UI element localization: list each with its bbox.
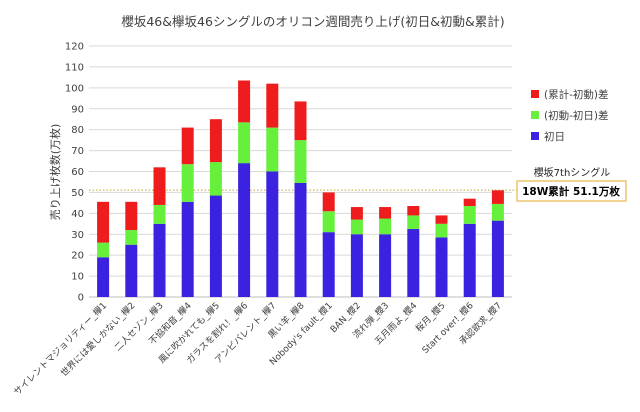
legend-swatch xyxy=(531,132,539,140)
y-tick-label: 20 xyxy=(71,251,84,262)
bar-segment-series-0 xyxy=(491,220,504,297)
bar-segment-series-2 xyxy=(379,207,392,219)
x-tick-label: 二人セゾン_欅3 xyxy=(112,300,165,353)
y-tick-label: 110 xyxy=(65,62,84,73)
bar-segment-series-0 xyxy=(125,244,138,297)
bar-segment-series-2 xyxy=(266,83,279,128)
y-tick-label: 60 xyxy=(71,167,84,178)
bar-segment-series-1 xyxy=(407,215,420,230)
y-tick-label: 100 xyxy=(65,83,84,94)
bar-segment-series-2 xyxy=(407,206,420,216)
y-tick-label: 120 xyxy=(65,42,84,53)
bar-segment-series-0 xyxy=(350,234,363,297)
bar-segment-series-2 xyxy=(435,215,448,224)
legend-swatch xyxy=(531,111,539,119)
x-ticks: サイレントマジョリティー_欅1世界には愛しかない_欅2二人セゾン_欅3不協和音_… xyxy=(12,299,504,397)
bar-segment-series-0 xyxy=(181,201,194,297)
bar-segment-series-1 xyxy=(379,218,392,235)
bar-segment-series-2 xyxy=(97,201,110,243)
bar-segment-series-1 xyxy=(491,203,504,221)
legend-label: 初日 xyxy=(544,130,565,143)
chart-title: 櫻坂46&欅坂46シングルのオリコン週間売り上げ(初日&初動&累計) xyxy=(121,14,504,29)
bar-segment-series-0 xyxy=(209,195,222,297)
bar-segment-series-0 xyxy=(238,163,251,297)
y-tick-label: 0 xyxy=(78,293,84,304)
y-tick-label: 90 xyxy=(71,104,84,115)
bar-segment-series-1 xyxy=(463,206,476,224)
bar-segment-series-2 xyxy=(238,80,251,123)
bar-segment-series-2 xyxy=(209,119,222,163)
legend-label: (累計-初動)差 xyxy=(544,88,608,101)
bar-segment-series-1 xyxy=(322,211,335,233)
y-tick-label: 80 xyxy=(71,125,84,136)
annotation-value: 18W累計 51.1万枚 xyxy=(522,185,620,198)
bar-segment-series-1 xyxy=(266,127,279,172)
bars xyxy=(97,80,504,297)
y-tick-label: 70 xyxy=(71,146,84,157)
y-axis-label: 売り上げ枚数(万枚) xyxy=(48,124,62,221)
bar-segment-series-0 xyxy=(407,229,420,297)
bar-segment-series-1 xyxy=(209,162,222,196)
bar-segment-series-1 xyxy=(125,230,138,245)
bar-segment-series-1 xyxy=(350,219,363,235)
annotation: 櫻坂7thシングル 18W累計 51.1万枚 xyxy=(516,166,627,202)
y-tick-label: 40 xyxy=(71,209,84,220)
y-tick-label: 30 xyxy=(71,230,84,241)
bar-segment-series-0 xyxy=(294,183,307,297)
bar-segment-series-2 xyxy=(181,127,194,165)
legend-swatch xyxy=(531,90,539,98)
bar-segment-series-1 xyxy=(97,242,110,258)
annotation-label: 櫻坂7thシングル xyxy=(534,166,611,179)
bar-segment-series-1 xyxy=(294,140,307,184)
bar-segment-series-0 xyxy=(322,232,335,297)
legend-label: (初動-初日)差 xyxy=(544,109,608,122)
y-tick-label: 10 xyxy=(71,272,84,283)
bar-segment-series-2 xyxy=(125,201,138,231)
bar-segment-series-2 xyxy=(322,192,335,212)
bar-segment-series-0 xyxy=(266,171,279,297)
bar-segment-series-0 xyxy=(435,237,448,297)
bar-segment-series-0 xyxy=(463,223,476,297)
bar-segment-series-1 xyxy=(238,122,251,164)
bar-segment-series-2 xyxy=(491,190,504,204)
legend: (累計-初動)差 (初動-初日)差初日 xyxy=(531,88,608,143)
bar-segment-series-2 xyxy=(153,167,166,205)
y-ticks: 0 10 20 30 40 50 60 70 80 90 100 110 120 xyxy=(65,42,84,304)
bar-segment-series-0 xyxy=(97,257,110,297)
bar-segment-series-2 xyxy=(294,101,307,141)
y-tick-label: 50 xyxy=(71,188,84,199)
bar-segment-series-0 xyxy=(153,223,166,297)
bar-segment-series-2 xyxy=(463,198,476,207)
bar-segment-series-1 xyxy=(435,223,448,238)
annotation-box xyxy=(516,180,627,202)
bar-segment-series-1 xyxy=(153,204,166,224)
bar-segment-series-2 xyxy=(350,207,363,220)
bar-segment-series-1 xyxy=(181,164,194,202)
bar-segment-series-0 xyxy=(379,234,392,297)
